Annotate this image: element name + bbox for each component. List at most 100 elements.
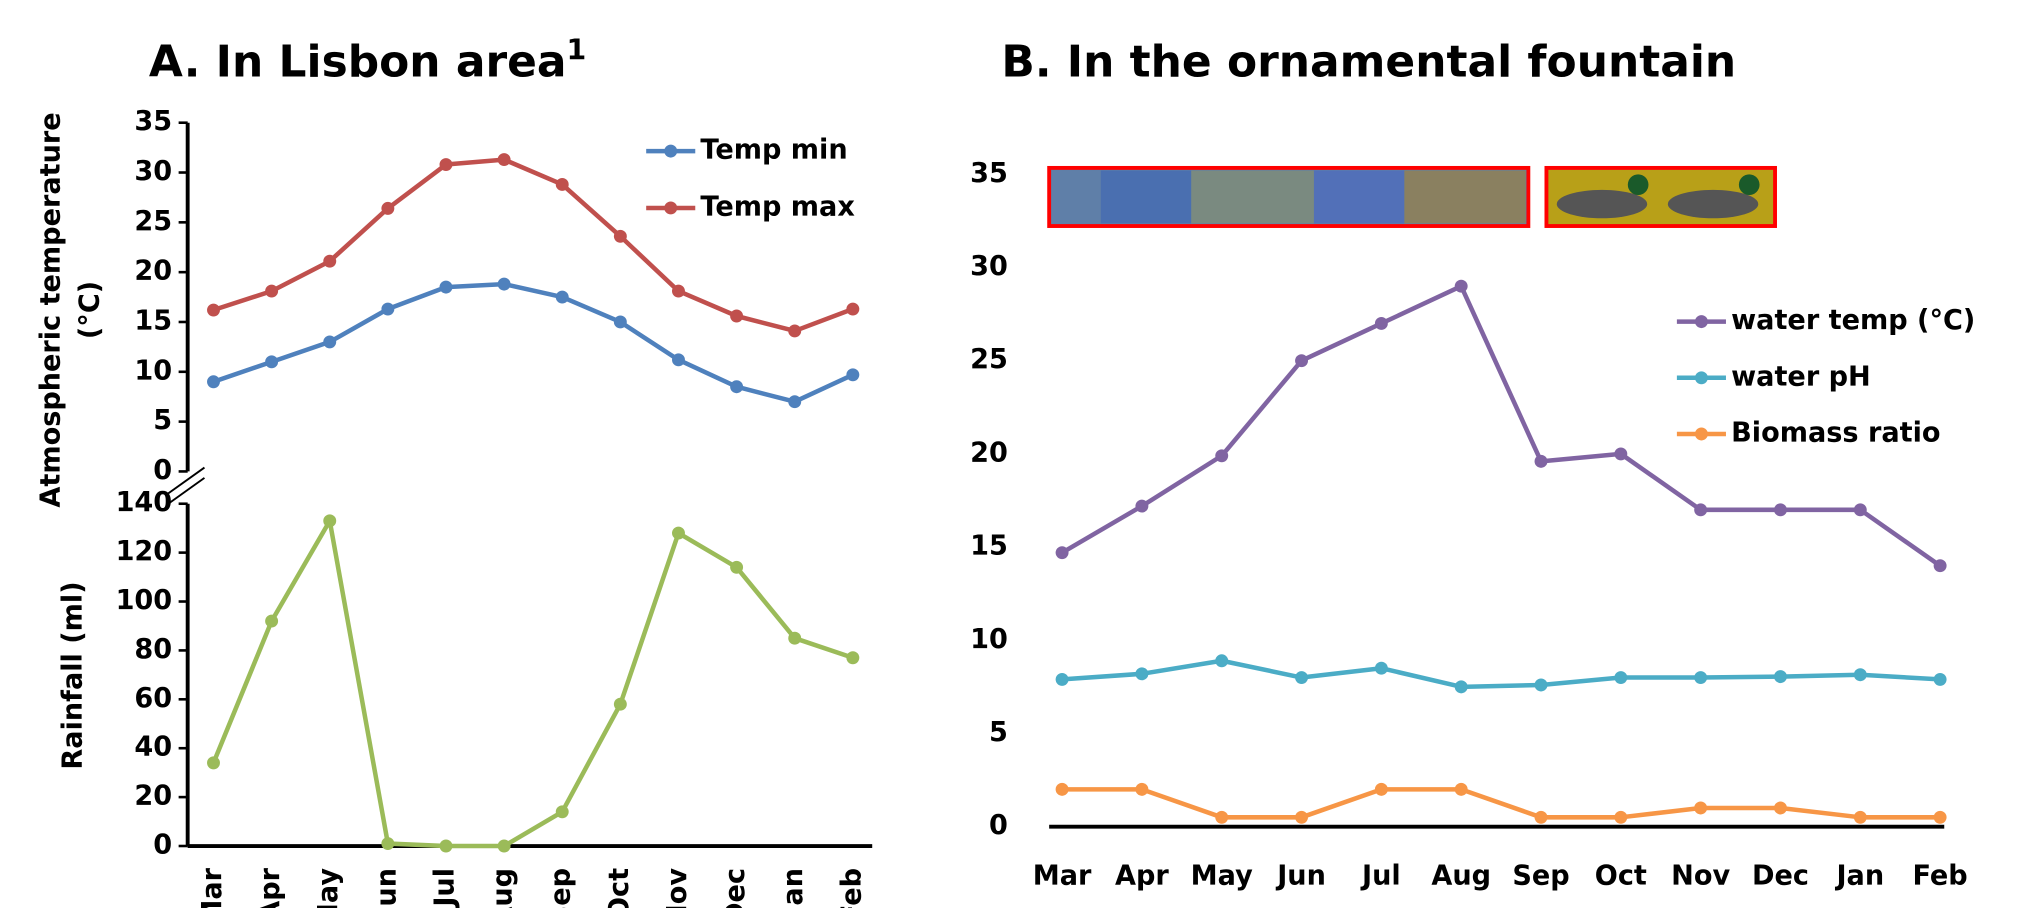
- y-tick-label: 5: [989, 717, 1008, 748]
- data-point: [1374, 782, 1388, 796]
- y-tick-label: 0: [153, 830, 172, 861]
- legend-marker: [1694, 371, 1708, 385]
- data-point: [439, 839, 453, 853]
- data-point: [1614, 671, 1628, 684]
- data-point: [497, 277, 511, 291]
- y-axis-label: (°C): [74, 281, 105, 339]
- data-point: [265, 284, 279, 298]
- data-point: [1853, 668, 1867, 682]
- y-tick-label: 10: [970, 624, 1008, 655]
- data-point: [1933, 810, 1947, 824]
- data-point: [1454, 279, 1468, 293]
- data-point: [1853, 810, 1867, 824]
- data-point: [1933, 672, 1947, 686]
- legend-marker: [1694, 315, 1708, 329]
- title-text: A. In Lisbon area: [149, 37, 567, 88]
- data-point: [672, 353, 685, 367]
- data-point: [1295, 810, 1309, 824]
- x-tick-label: Oct: [1595, 861, 1647, 892]
- data-point: [381, 302, 395, 316]
- y-tick-label: 15: [970, 531, 1008, 562]
- data-point: [730, 560, 744, 574]
- data-point: [1135, 782, 1149, 796]
- y-tick-label: 20: [970, 437, 1008, 468]
- data-point: [439, 280, 453, 294]
- y-tick-label: 20: [134, 781, 172, 812]
- y-tick-label: 5: [153, 405, 172, 436]
- x-tick-label: Mar: [1033, 861, 1092, 892]
- y-tick-label: 0: [153, 455, 172, 486]
- data-point: [788, 324, 802, 338]
- y-tick-label: 15: [134, 305, 172, 336]
- data-point: [672, 526, 685, 540]
- legend-label: Biomass ratio: [1731, 417, 1940, 448]
- legend-marker: [664, 201, 678, 215]
- title-text: B. In the ornamental fountain: [1001, 37, 1736, 88]
- data-point: [265, 355, 279, 369]
- data-point: [497, 839, 511, 853]
- x-tick-label: Dec: [1752, 861, 1809, 892]
- y-tick-label: 40: [134, 732, 172, 763]
- data-point: [1694, 503, 1708, 517]
- legend-marker: [664, 144, 678, 158]
- data-point: [613, 315, 627, 329]
- data-point: [788, 395, 802, 409]
- data-point: [1694, 801, 1708, 815]
- data-point: [1454, 680, 1468, 694]
- data-point: [1694, 671, 1708, 684]
- x-tick-label: Dec: [720, 868, 751, 908]
- x-tick-label: Nov: [1671, 861, 1730, 892]
- x-tick-label: Apr: [1115, 861, 1169, 892]
- x-tick-label: Apr: [255, 867, 286, 908]
- data-point: [323, 514, 337, 528]
- data-point: [497, 153, 511, 167]
- series-line: [1061, 658, 1941, 690]
- data-point: [1055, 672, 1069, 686]
- x-tick-label: Mar: [197, 867, 228, 908]
- x-tick-label: Aug: [488, 868, 519, 908]
- data-point: [1534, 678, 1548, 692]
- y-tick-label: 25: [134, 206, 172, 237]
- y-tick-label: 80: [134, 634, 172, 665]
- data-point: [323, 335, 337, 349]
- x-tick-label: May: [313, 868, 344, 908]
- x-tick-label: Nov: [662, 868, 693, 908]
- data-point: [1614, 447, 1628, 461]
- data-point: [1534, 454, 1548, 468]
- data-point: [1215, 449, 1229, 463]
- title-superscript: 1: [567, 34, 587, 67]
- data-point: [265, 614, 279, 628]
- x-tick-label: May: [1191, 861, 1253, 892]
- chart-title: A. In Lisbon area1: [149, 34, 586, 88]
- x-tick-label: Sep: [546, 868, 577, 908]
- series-line: [212, 281, 854, 404]
- x-tick-label: Oct: [604, 868, 635, 908]
- legend-marker: [1694, 427, 1708, 441]
- data-point: [1374, 316, 1388, 330]
- data-point: [1774, 670, 1787, 684]
- data-point: [1135, 499, 1149, 513]
- data-point: [1853, 503, 1867, 517]
- legend-label: Temp min: [700, 135, 847, 166]
- data-point: [1374, 661, 1388, 675]
- data-point: [1774, 503, 1787, 517]
- x-tick-label: Jan: [778, 868, 809, 908]
- data-point: [555, 290, 569, 304]
- data-point: [207, 375, 220, 389]
- data-point: [672, 284, 685, 298]
- data-point: [323, 254, 337, 268]
- data-point: [1774, 801, 1787, 815]
- photo-strip-duck: [1544, 165, 1777, 228]
- data-point: [1055, 546, 1069, 560]
- x-tick-label: Jul: [1360, 861, 1401, 892]
- data-point: [846, 368, 860, 382]
- chart-title: B. In the ornamental fountain: [1001, 37, 1736, 88]
- data-point: [730, 380, 744, 394]
- data-point: [1534, 810, 1548, 824]
- y-tick-label: 30: [970, 251, 1008, 282]
- data-point: [1295, 671, 1309, 684]
- x-tick-label: Aug: [1431, 861, 1491, 892]
- data-point: [730, 309, 744, 323]
